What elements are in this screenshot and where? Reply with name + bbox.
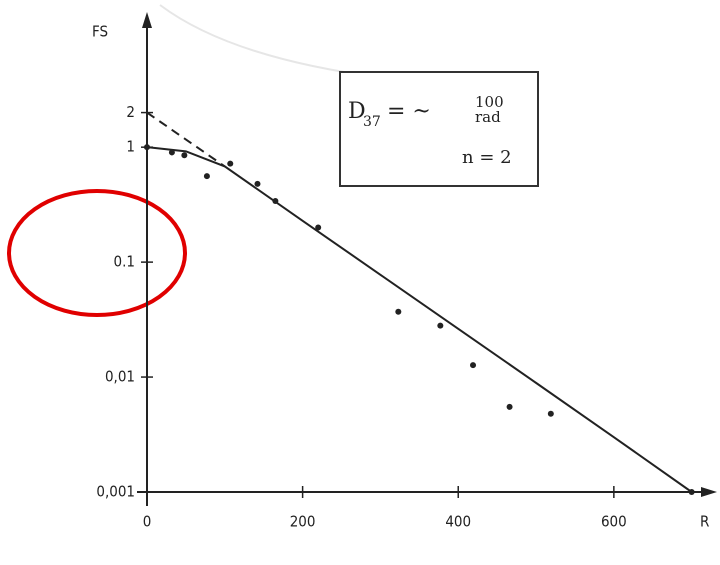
y-tick-label: 0.1: [114, 253, 135, 271]
annotation-frame: [339, 71, 539, 187]
data-point: [254, 180, 261, 187]
data-point: [168, 149, 175, 156]
x-axis-label: R: [700, 513, 709, 531]
x-tick-label: 400: [445, 513, 471, 531]
x-tick-label: 200: [290, 513, 316, 531]
y-tick-label: 0,001: [96, 483, 135, 501]
annotation-n: n = 2: [462, 147, 512, 168]
x-tick-label: 0: [143, 513, 152, 531]
annotation-box: D 37 = ~ 100 rad n = 2: [339, 71, 539, 187]
data-point: [315, 224, 322, 231]
annotation-relation: = ~: [387, 99, 431, 124]
annotation-value: 100: [475, 93, 504, 111]
x-tick-label: 600: [601, 513, 627, 531]
data-point: [547, 410, 554, 417]
y-axis-arrow: [142, 12, 152, 28]
data-point: [181, 152, 188, 159]
data-point: [688, 489, 695, 495]
highlight-ellipse: [7, 189, 187, 317]
annotation-unit: rad: [475, 108, 501, 126]
data-point: [470, 362, 477, 369]
y-tick-label: 0,01: [105, 368, 135, 386]
data-point: [203, 173, 210, 180]
annotation-symbol: D: [348, 99, 366, 124]
annotation-subscript: 37: [363, 114, 381, 130]
data-point: [272, 198, 279, 205]
x-axis-arrow: [701, 487, 717, 497]
y-tick-label: 2: [126, 103, 135, 121]
y-tick-label: 1: [126, 138, 135, 156]
extrapolation-line: [146, 111, 226, 168]
fit-line: [146, 146, 693, 493]
data-point: [144, 144, 150, 151]
data-point: [506, 403, 513, 410]
y-axis-label: FS: [92, 23, 108, 41]
data-point: [395, 308, 402, 315]
data-point: [437, 322, 444, 329]
data-point: [227, 160, 234, 167]
